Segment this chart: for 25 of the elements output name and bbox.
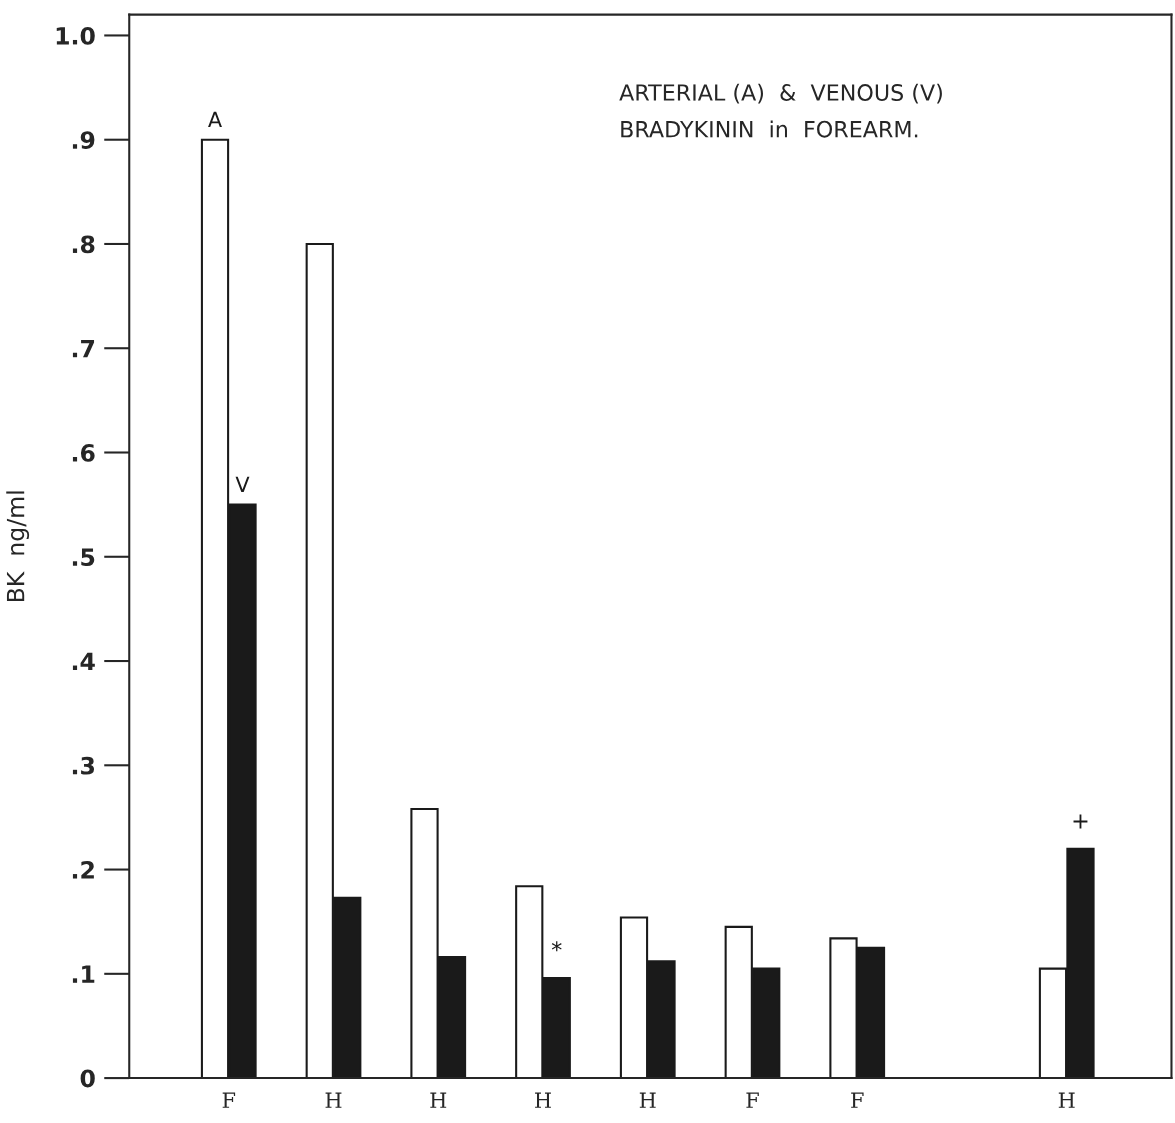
x-tick-label: H xyxy=(325,1092,342,1108)
y-tick-label: 1.0 xyxy=(56,26,95,45)
y-axis-title: BK ng/ml xyxy=(6,491,30,602)
y-tick-label: .5 xyxy=(72,548,95,567)
series-label: V xyxy=(235,476,250,492)
x-tick-label: F xyxy=(851,1092,864,1108)
text: ARTERIAL (A) & VENOUS (V) BRADYKININ in FOREARM. xyxy=(619,83,942,138)
x-tick-label: H xyxy=(535,1092,551,1108)
data-label: + xyxy=(1073,814,1088,829)
x-tick-label: F xyxy=(222,1092,236,1108)
y-tick-label: .7 xyxy=(72,340,95,358)
y-tick-label: .6 xyxy=(72,443,95,462)
y-tick-label: .2 xyxy=(72,861,94,879)
y-tick-label: 0 xyxy=(80,1069,95,1088)
data-label: * xyxy=(551,941,562,952)
x-tick-label: F xyxy=(746,1092,759,1108)
y-tick-label: .8 xyxy=(72,235,95,254)
x-tick-label: H xyxy=(639,1092,656,1108)
y-tick-label: .3 xyxy=(72,756,95,775)
series-label: A xyxy=(208,111,222,128)
x-tick-label: H xyxy=(1058,1092,1075,1108)
y-tick-label: .1 xyxy=(72,965,95,983)
y-tick-label: .4 xyxy=(72,652,95,670)
y-tick-label: .9 xyxy=(72,131,95,150)
x-tick-label: H xyxy=(430,1092,447,1108)
